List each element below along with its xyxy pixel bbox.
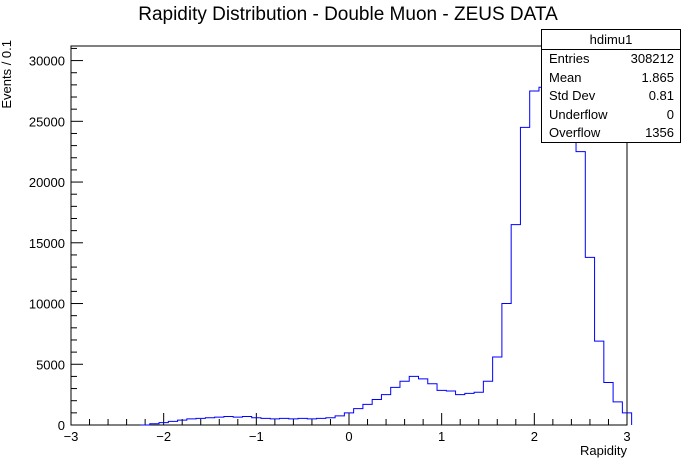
stats-row-entries: Entries 308212 <box>542 50 680 69</box>
stats-box: hdimu1 Entries 308212 Mean 1.865 Std Dev… <box>541 29 681 143</box>
stats-mean-value: 1.865 <box>641 69 674 85</box>
stats-stddev-value: 0.81 <box>648 88 674 103</box>
x-tick-label: 1 <box>438 429 445 444</box>
y-tick-label: 0 <box>58 418 65 433</box>
stats-entries-value: 308212 <box>630 51 674 66</box>
y-tick-label: 5000 <box>36 357 65 372</box>
stats-row-overflow: Overflow 1356 <box>542 124 680 143</box>
stats-row-stddev: Std Dev 0.81 <box>542 87 680 106</box>
y-tick-label: 30000 <box>29 54 65 69</box>
y-tick-label: 25000 <box>29 114 65 129</box>
stats-underflow-value: 0 <box>666 106 674 122</box>
x-tick-label: −3 <box>64 429 79 444</box>
stats-underflow-label: Underflow <box>549 106 608 122</box>
x-tick-label: −2 <box>156 429 171 444</box>
y-tick-label: 15000 <box>29 236 65 251</box>
chart-title: Rapidity Distribution - Double Muon - ZE… <box>138 4 558 25</box>
stats-overflow-value: 1356 <box>645 125 674 140</box>
x-tick-label: 2 <box>531 429 538 444</box>
x-tick-label: −1 <box>249 429 264 444</box>
stats-histogram-name: hdimu1 <box>542 30 680 50</box>
stats-overflow-label: Overflow <box>549 125 601 140</box>
y-axis-label: Events / 0.1 <box>0 40 14 109</box>
x-axis-label: Rapidity <box>580 443 627 458</box>
stats-row-mean: Mean 1.865 <box>542 69 680 88</box>
stats-mean-label: Mean <box>549 69 582 85</box>
stats-entries-label: Entries <box>549 51 590 66</box>
y-tick-label: 20000 <box>29 175 65 190</box>
y-tick-label: 10000 <box>29 297 65 312</box>
stats-row-underflow: Underflow 0 <box>542 106 680 125</box>
x-tick-label: 0 <box>345 429 352 444</box>
x-tick-label: 3 <box>623 429 630 444</box>
stats-stddev-label: Std Dev <box>549 88 596 103</box>
